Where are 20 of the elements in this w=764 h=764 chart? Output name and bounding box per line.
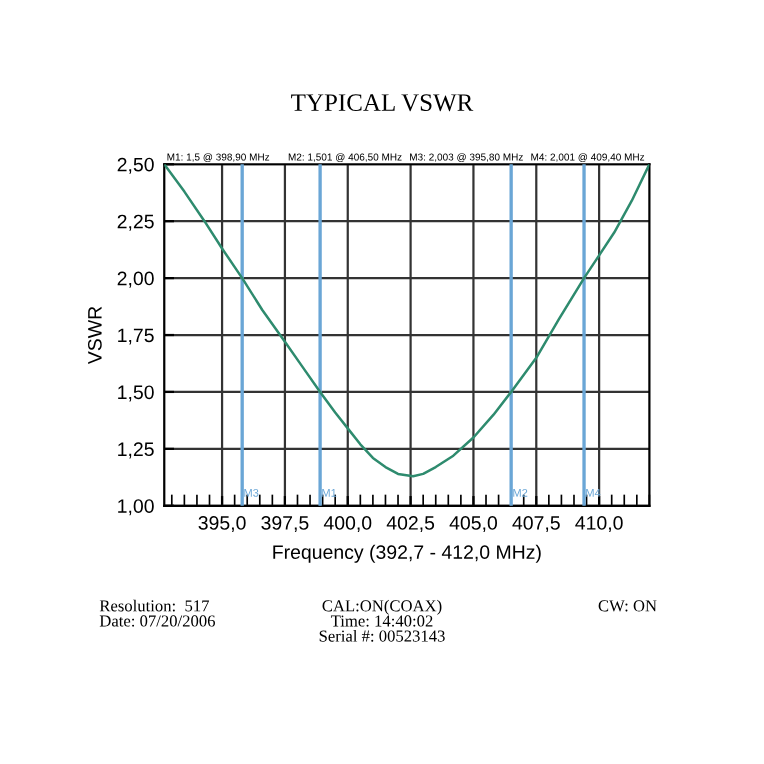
y-tick-label: 2,00 [117,271,154,288]
text: Resolution: 517 Date: 07/20/2006 [99,599,216,627]
y-tick-label: 2,50 [117,157,154,174]
x-tick-label: 407,5 [512,516,560,533]
y-tick-label: 2,25 [117,214,154,231]
y-tick-label: 1,00 [118,499,154,516]
y-tick-label: 1,50 [118,385,154,402]
x-tick-label: 405,0 [449,516,498,533]
x-tick-label: 402,5 [386,516,435,533]
y-tick-label: 1,25 [118,442,154,459]
chart-title: TYPICAL VSWR [291,94,474,112]
x-tick-label: 400,0 [323,516,372,533]
x-axis-title: Frequency (392,7 - 412,0 MHz) [273,544,541,563]
y-tick-label: 1,75 [118,328,154,345]
text: CAL:ON(COAX) Time: 14:40:02 Serial #: 00523143 [319,599,445,642]
x-tick-label: 397,5 [261,516,309,533]
text: CW: ON [598,600,657,612]
x-tick-label: 410,0 [575,516,623,533]
y-axis-title: VSWR [87,306,102,365]
x-tick-label: 395,0 [198,516,246,533]
